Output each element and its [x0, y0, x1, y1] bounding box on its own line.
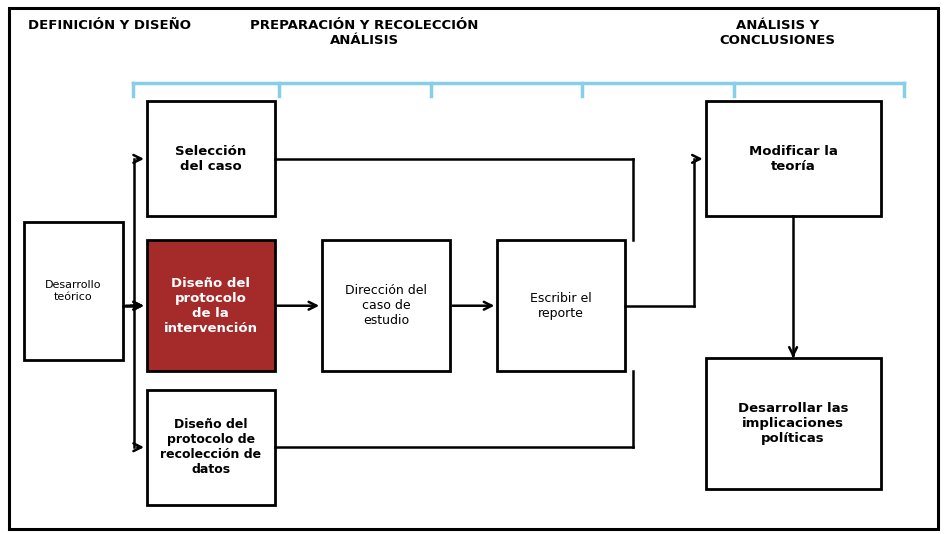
- Text: Diseño del
protocolo de
recolección de
datos: Diseño del protocolo de recolección de d…: [160, 418, 261, 476]
- Text: Desarrollo
teórico: Desarrollo teórico: [45, 280, 101, 302]
- FancyBboxPatch shape: [497, 240, 625, 371]
- Text: DEFINICIÓN Y DISEÑO: DEFINICIÓN Y DISEÑO: [28, 19, 191, 32]
- Text: Escribir el
reporte: Escribir el reporte: [530, 292, 592, 320]
- FancyBboxPatch shape: [706, 101, 881, 216]
- Text: Modificar la
teoría: Modificar la teoría: [749, 145, 837, 173]
- Text: Dirección del
caso de
estudio: Dirección del caso de estudio: [345, 284, 427, 327]
- FancyBboxPatch shape: [9, 8, 938, 529]
- Text: Diseño del
protocolo
de la
intervención: Diseño del protocolo de la intervención: [164, 277, 258, 335]
- FancyBboxPatch shape: [147, 101, 275, 216]
- FancyBboxPatch shape: [147, 240, 275, 371]
- Text: Selección
del caso: Selección del caso: [175, 145, 246, 173]
- FancyBboxPatch shape: [24, 222, 123, 360]
- FancyBboxPatch shape: [706, 358, 881, 489]
- Text: ANÁLISIS Y
CONCLUSIONES: ANÁLISIS Y CONCLUSIONES: [720, 19, 835, 46]
- FancyBboxPatch shape: [322, 240, 450, 371]
- FancyBboxPatch shape: [147, 390, 275, 505]
- Text: Desarrollar las
implicaciones
políticas: Desarrollar las implicaciones políticas: [738, 402, 849, 445]
- Text: PREPARACIÓN Y RECOLECCIÓN
ANÁLISIS: PREPARACIÓN Y RECOLECCIÓN ANÁLISIS: [250, 19, 479, 46]
